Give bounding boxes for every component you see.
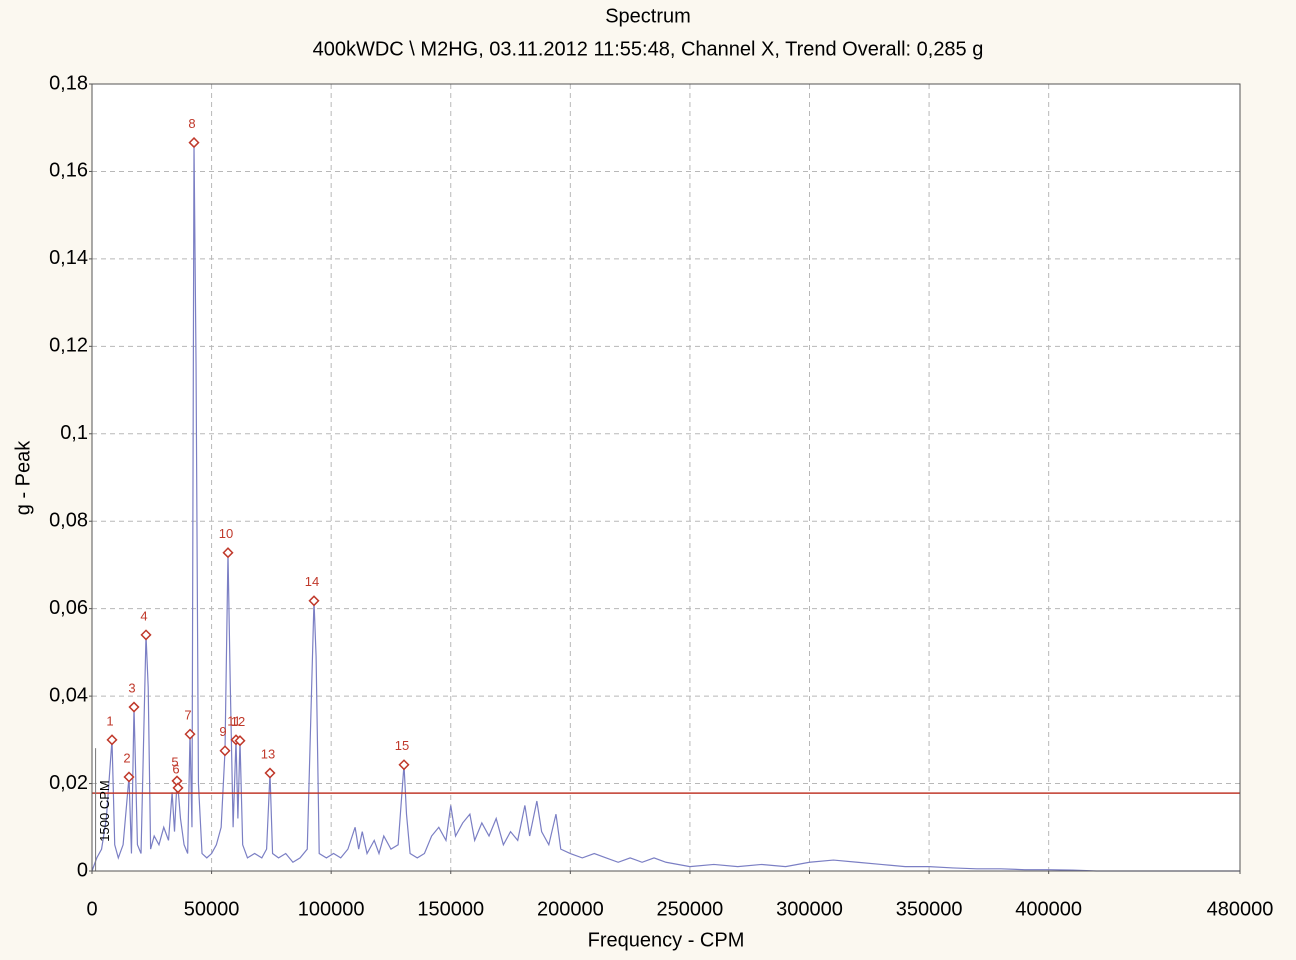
chart-subtitle: 400kWDC \ M2HG, 03.11.2012 11:55:48, Cha… bbox=[313, 38, 984, 60]
peak-marker bbox=[308, 595, 320, 607]
peak-marker bbox=[234, 735, 246, 747]
plot-area bbox=[92, 84, 1240, 871]
peak-marker bbox=[398, 759, 410, 771]
peak-marker bbox=[140, 629, 152, 641]
peak-marker bbox=[188, 137, 200, 149]
x-tick-label: 250000 bbox=[657, 898, 724, 920]
peak-label: 5 bbox=[171, 754, 178, 769]
peak-marker bbox=[172, 782, 184, 794]
peak-label: 9 bbox=[219, 724, 226, 739]
peak-label: 3 bbox=[128, 680, 135, 695]
y-tick-label: 0,04 bbox=[49, 684, 88, 706]
peak-marker bbox=[123, 771, 135, 783]
y-tick-label: 0,06 bbox=[49, 597, 88, 619]
chart-title: Spectrum bbox=[605, 5, 691, 27]
x-tick-label: 0 bbox=[86, 898, 97, 920]
peak-marker bbox=[106, 734, 118, 746]
y-axis-label: g - Peak bbox=[12, 440, 34, 515]
y-tick-label: 0 bbox=[77, 859, 88, 881]
x-tick-label: 300000 bbox=[776, 898, 843, 920]
peak-label: 4 bbox=[140, 608, 147, 623]
peak-marker bbox=[128, 701, 140, 713]
x-tick-label: 480000 bbox=[1207, 898, 1274, 920]
peak-marker bbox=[222, 547, 234, 559]
x-tick-label: 400000 bbox=[1015, 898, 1082, 920]
peak-label: 11 bbox=[227, 713, 241, 728]
peak-label: 8 bbox=[188, 116, 195, 131]
peak-label: 12 bbox=[231, 714, 245, 729]
spectrum-line bbox=[91, 142, 1240, 872]
peak-label: 6 bbox=[172, 761, 179, 776]
peak-marker bbox=[184, 728, 196, 740]
peak-marker bbox=[264, 767, 276, 779]
y-tick-label: 0,18 bbox=[49, 72, 88, 94]
plot-frame bbox=[91, 83, 1241, 872]
y-tick-label: 0,14 bbox=[49, 247, 88, 269]
y-tick-label: 0,16 bbox=[49, 160, 88, 182]
x-tick-label: 50000 bbox=[184, 898, 240, 920]
peak-label: 13 bbox=[261, 746, 275, 761]
peak-label: 10 bbox=[219, 526, 233, 541]
peak-label: 2 bbox=[123, 750, 130, 765]
y-tick-label: 0,02 bbox=[49, 772, 88, 794]
annotation: 1500 CPM bbox=[97, 780, 112, 841]
peak-marker bbox=[219, 745, 231, 757]
peak-label: 14 bbox=[305, 574, 319, 589]
peak-label: 7 bbox=[184, 708, 191, 723]
peak-label: 1 bbox=[106, 713, 113, 728]
peak-label: 15 bbox=[395, 738, 409, 753]
x-axis-label: Frequency - CPM bbox=[588, 929, 745, 951]
x-tick-label: 350000 bbox=[896, 898, 963, 920]
x-tick-label: 150000 bbox=[417, 898, 484, 920]
y-tick-label: 0,08 bbox=[49, 510, 88, 532]
x-tick-label: 200000 bbox=[537, 898, 604, 920]
y-tick-label: 0,1 bbox=[60, 422, 88, 444]
x-tick-label: 100000 bbox=[298, 898, 365, 920]
y-tick-label: 0,12 bbox=[49, 335, 88, 357]
grid bbox=[92, 84, 1240, 871]
